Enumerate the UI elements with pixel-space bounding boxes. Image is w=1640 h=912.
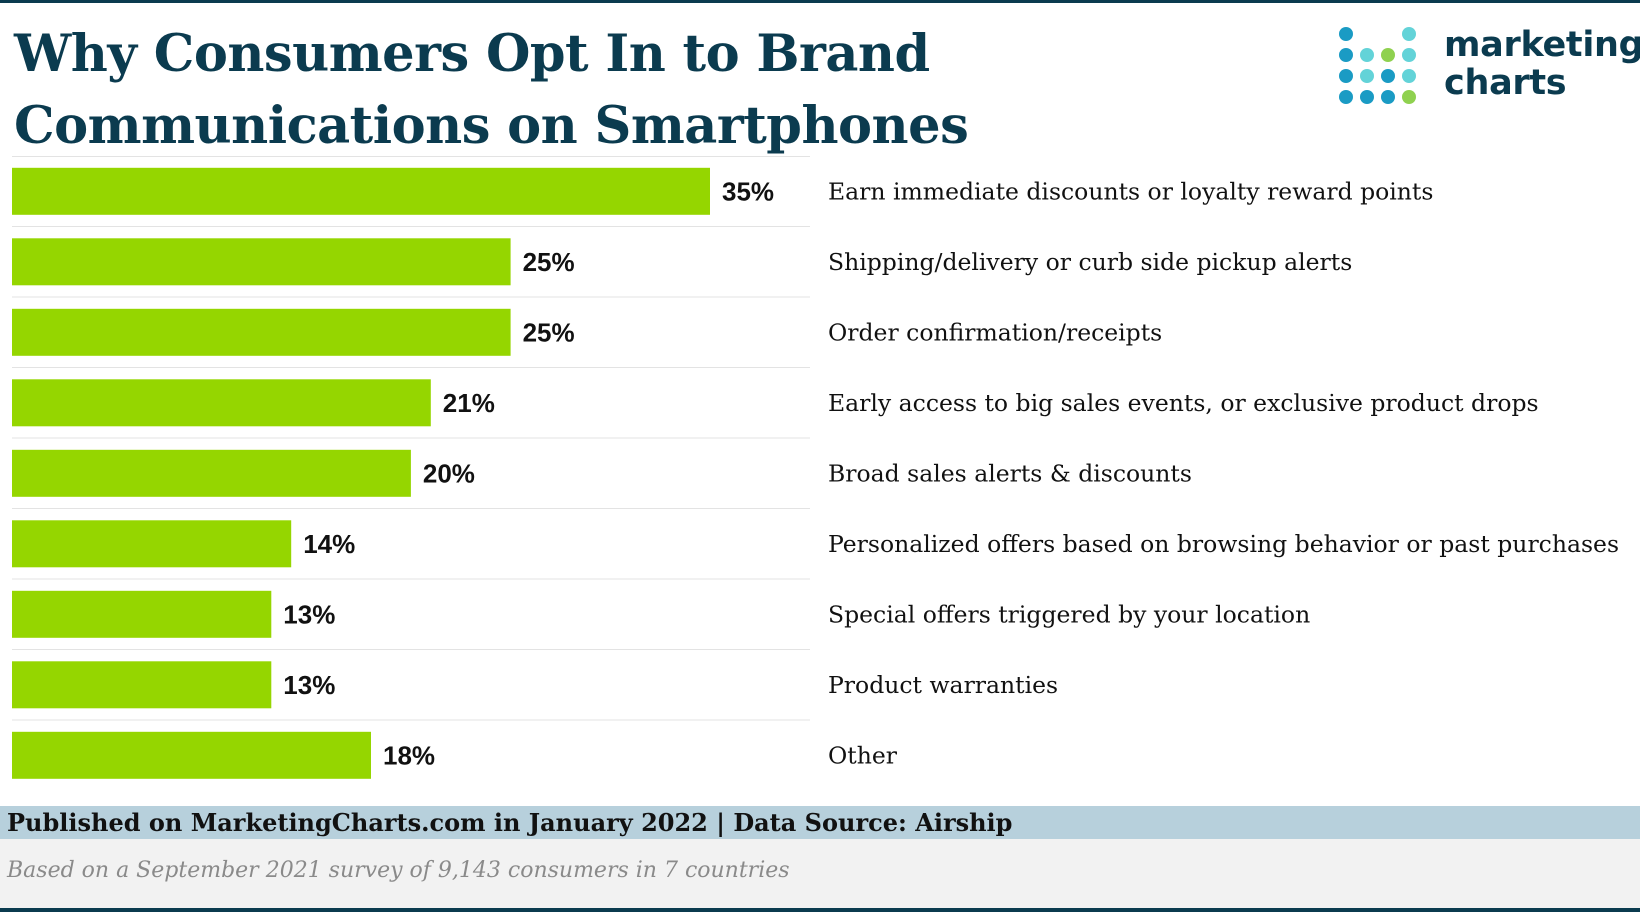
bar [12, 731, 371, 779]
bar [12, 449, 411, 497]
bar-value-label: 13% [283, 599, 335, 629]
category-label: Order confirmation/receipts [828, 318, 1162, 346]
category-label: Personalized offers based on browsing be… [828, 530, 1619, 558]
logo-dot [1402, 90, 1416, 104]
bar-value-label: 21% [443, 388, 495, 418]
bar-value-label: 14% [303, 529, 355, 559]
logo-dot [1381, 48, 1395, 62]
bar [12, 308, 511, 356]
logo-dot [1402, 27, 1416, 41]
logo-dot [1381, 69, 1395, 83]
logo-dot [1402, 69, 1416, 83]
category-label: Broad sales alerts & discounts [828, 459, 1192, 487]
bar [12, 661, 272, 709]
bar-value-label: 18% [383, 740, 435, 770]
footer-note: Based on a September 2021 survey of 9,14… [7, 858, 790, 883]
bar [12, 520, 292, 568]
note-band: Based on a September 2021 survey of 9,14… [0, 839, 1640, 908]
logo-dot [1339, 48, 1353, 62]
bar [12, 590, 272, 638]
marketingcharts-logo[interactable]: marketing charts [1336, 22, 1640, 112]
footer-band: Published on MarketingCharts.com in Janu… [0, 806, 1640, 839]
footer-published: Published on MarketingCharts.com in Janu… [7, 808, 1013, 837]
bar [12, 379, 431, 427]
top-rule [0, 0, 1640, 3]
logo-dot [1339, 27, 1353, 41]
bar [12, 167, 710, 215]
logo-dot [1339, 69, 1353, 83]
category-label: Earn immediate discounts or loyalty rewa… [828, 177, 1433, 205]
bar-value-label: 25% [523, 317, 575, 347]
category-label: Special offers triggered by your locatio… [828, 600, 1310, 628]
chart-title: Why Consumers Opt In to Brand Communicat… [14, 24, 969, 156]
category-label: Early access to big sales events, or exc… [828, 389, 1539, 417]
logo-dot [1360, 90, 1374, 104]
logo-dot [1402, 48, 1416, 62]
category-label: Product warranties [828, 671, 1058, 699]
logo-dot [1339, 90, 1353, 104]
logo-dot [1360, 69, 1374, 83]
bottom-rule [0, 908, 1640, 912]
bar-value-label: 13% [283, 670, 335, 700]
category-label: Other [828, 741, 898, 769]
logo-dot [1381, 90, 1395, 104]
category-label: Shipping/delivery or curb side pickup al… [828, 248, 1352, 276]
bar-value-label: 20% [423, 458, 475, 488]
bar-chart: 35% Earn immediate discounts or loyalty r… [12, 156, 1619, 779]
logo-dots-icon [1339, 27, 1416, 104]
logo-line-2: charts [1444, 63, 1567, 103]
logo-dot [1360, 48, 1374, 62]
bar-value-label: 25% [523, 247, 575, 277]
bar-value-label: 35% [722, 176, 774, 206]
logo-wordmark: marketing charts [1444, 26, 1640, 102]
bar [12, 238, 511, 286]
logo-line-1: marketing [1444, 25, 1640, 65]
